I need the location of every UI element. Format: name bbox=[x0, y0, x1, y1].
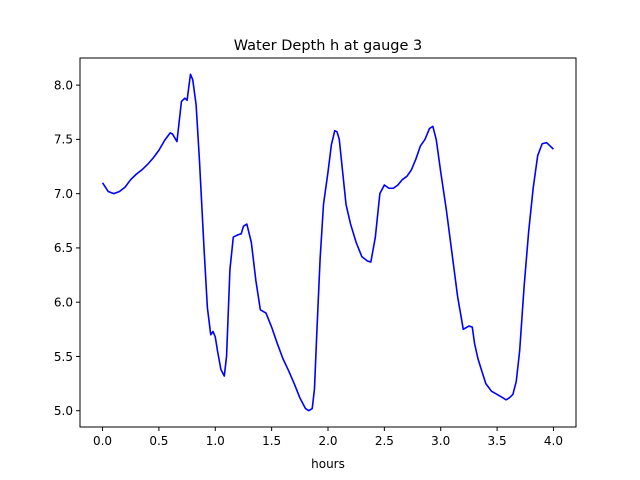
x-tick-label: 3.5 bbox=[488, 434, 507, 448]
x-tick-label: 3.0 bbox=[431, 434, 450, 448]
x-tick-label: 2.0 bbox=[318, 434, 337, 448]
chart-title: Water Depth h at gauge 3 bbox=[234, 38, 422, 54]
y-tick-label: 5.0 bbox=[54, 404, 73, 418]
y-tick-label: 7.5 bbox=[54, 133, 73, 147]
series-line-0 bbox=[101, 73, 555, 412]
axes-frame bbox=[79, 57, 577, 428]
x-tick-label: 0.5 bbox=[149, 434, 168, 448]
x-tick-label: 0.0 bbox=[93, 434, 112, 448]
y-tick-label: 5.5 bbox=[54, 350, 73, 364]
y-tick-label: 7.0 bbox=[54, 187, 73, 201]
y-tick-label: 8.0 bbox=[54, 78, 73, 92]
x-tick-label: 4.0 bbox=[544, 434, 563, 448]
x-axis-label: hours bbox=[311, 457, 345, 471]
y-tick-label: 6.0 bbox=[54, 295, 73, 309]
y-tick-label: 6.5 bbox=[54, 241, 73, 255]
x-tick-label: 2.5 bbox=[375, 434, 394, 448]
x-tick-label: 1.5 bbox=[262, 434, 281, 448]
plot-area bbox=[101, 73, 555, 412]
x-tick-label: 1.0 bbox=[206, 434, 225, 448]
axis-ticks: 0.0 0.5 1.0 1.5 2.0 2.5 3.0 3.5 4.0 5.0 5.5 6.0 6.5 7… bbox=[54, 78, 563, 448]
